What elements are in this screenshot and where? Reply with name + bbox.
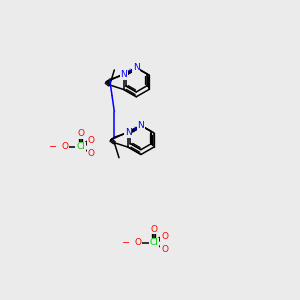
Text: O: O <box>77 129 84 138</box>
Text: N: N <box>133 63 140 72</box>
Text: Cl: Cl <box>149 238 158 247</box>
Text: O: O <box>134 238 141 247</box>
Text: +: + <box>131 126 137 132</box>
Text: O: O <box>161 232 168 241</box>
Text: Cl: Cl <box>76 142 85 152</box>
Text: N: N <box>138 121 144 130</box>
Text: O: O <box>61 142 68 152</box>
Text: O: O <box>150 225 157 234</box>
Text: N: N <box>125 128 132 137</box>
Text: O: O <box>88 149 95 158</box>
Text: O: O <box>88 136 95 145</box>
Text: +: + <box>127 68 132 74</box>
Text: −: − <box>49 142 57 152</box>
Text: N: N <box>120 70 127 80</box>
Text: −: − <box>122 238 130 248</box>
Text: O: O <box>161 245 168 254</box>
